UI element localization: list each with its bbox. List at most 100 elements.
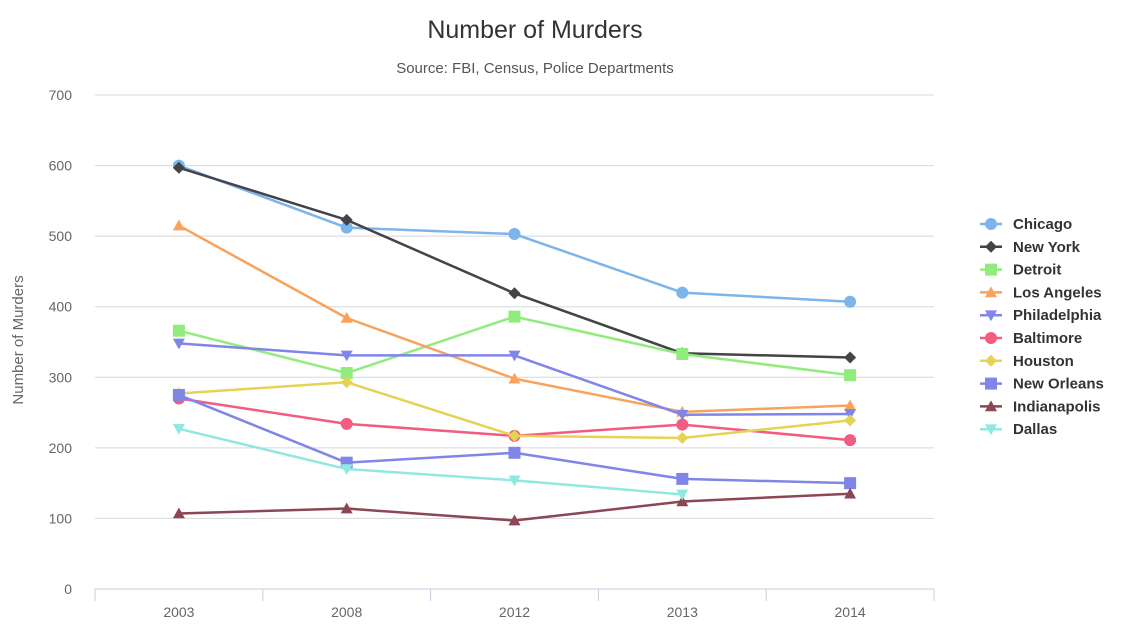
legend-label: New Orleans bbox=[1013, 376, 1104, 393]
data-point bbox=[340, 312, 353, 323]
legend-item-new-york: New York bbox=[980, 239, 1081, 256]
y-tick-label: 500 bbox=[49, 228, 73, 244]
series-line bbox=[177, 427, 684, 496]
data-point bbox=[508, 475, 521, 487]
data-point bbox=[844, 295, 857, 308]
y-tick-label: 200 bbox=[49, 440, 73, 456]
x-tick-label: 2008 bbox=[331, 604, 362, 620]
legend-item-detroit: Detroit bbox=[980, 262, 1061, 279]
series-dallas bbox=[172, 424, 689, 501]
data-point bbox=[172, 338, 185, 350]
data-point bbox=[985, 400, 997, 412]
data-point bbox=[844, 434, 857, 447]
gridlines: 0 100 200 300 400 500 600 700 bbox=[49, 87, 934, 597]
chart-title: Number of Murders bbox=[427, 16, 642, 44]
data-point bbox=[844, 414, 857, 427]
data-point bbox=[844, 351, 857, 364]
x-tick-label: 2012 bbox=[499, 604, 530, 620]
legend-item-indianapolis: Indianapolis bbox=[980, 398, 1101, 415]
data-point bbox=[985, 240, 997, 253]
series-chicago bbox=[172, 159, 857, 308]
data-point bbox=[676, 286, 689, 299]
legend-label: Chicago bbox=[1013, 216, 1072, 233]
legend: Chicago New York Detroit Los Angeles Philade… bbox=[980, 216, 1104, 438]
data-point bbox=[508, 372, 521, 384]
series-new-orleans bbox=[172, 388, 857, 490]
series-detroit bbox=[172, 310, 857, 382]
y-tick-label: 600 bbox=[49, 158, 73, 174]
chart-subtitle: Source: FBI, Census, Police Departments bbox=[396, 60, 674, 77]
data-point bbox=[844, 487, 857, 499]
data-point bbox=[844, 369, 857, 382]
y-tick-label: 100 bbox=[49, 510, 73, 526]
data-point bbox=[985, 218, 997, 230]
legend-label: Indianapolis bbox=[1013, 398, 1101, 415]
data-point bbox=[340, 213, 353, 226]
legend-label: Philadelphia bbox=[1013, 307, 1102, 324]
data-point bbox=[340, 367, 353, 380]
data-point bbox=[676, 418, 689, 431]
legend-label: Baltimore bbox=[1013, 330, 1082, 347]
data-point bbox=[508, 310, 521, 323]
data-point bbox=[676, 347, 689, 360]
data-point bbox=[985, 424, 997, 436]
data-point bbox=[340, 464, 353, 476]
series-lines bbox=[172, 159, 857, 526]
legend-label: Los Angeles bbox=[1013, 284, 1102, 301]
series-line bbox=[177, 315, 852, 377]
data-point bbox=[340, 417, 353, 430]
legend-label: Dallas bbox=[1013, 421, 1057, 438]
data-point bbox=[172, 507, 185, 519]
legend-item-dallas: Dallas bbox=[980, 421, 1057, 438]
data-point bbox=[508, 228, 521, 241]
y-tick-label: 0 bbox=[64, 581, 72, 597]
data-point bbox=[985, 354, 997, 367]
data-point bbox=[985, 286, 997, 298]
data-point bbox=[172, 324, 185, 337]
data-point bbox=[340, 502, 353, 514]
data-point bbox=[985, 377, 997, 390]
legend-label: Detroit bbox=[1013, 262, 1061, 279]
data-point bbox=[676, 495, 689, 507]
y-tick-label: 700 bbox=[49, 87, 73, 103]
y-axis-label: Number of Murders bbox=[10, 275, 27, 404]
legend-label: Houston bbox=[1013, 353, 1074, 370]
data-point bbox=[676, 489, 689, 501]
legend-label: New York bbox=[1013, 239, 1081, 256]
data-point bbox=[844, 399, 857, 411]
data-point bbox=[985, 310, 997, 322]
data-point bbox=[508, 446, 521, 459]
data-point bbox=[985, 332, 997, 344]
x-tick-label: 2003 bbox=[163, 604, 194, 620]
data-point bbox=[676, 409, 689, 421]
data-point bbox=[508, 287, 521, 300]
data-point bbox=[844, 477, 857, 490]
x-tick-label: 2013 bbox=[667, 604, 698, 620]
x-axis: 2003 2008 2012 2013 2014 bbox=[94, 588, 935, 620]
legend-item-houston: Houston bbox=[980, 353, 1074, 370]
data-point bbox=[172, 161, 185, 174]
legend-item-philadelphia: Philadelphia bbox=[980, 307, 1102, 324]
data-point bbox=[340, 376, 353, 389]
data-point bbox=[340, 221, 353, 234]
data-point bbox=[172, 219, 185, 231]
legend-item-new-orleans: New Orleans bbox=[980, 376, 1104, 393]
legend-item-baltimore: Baltimore bbox=[980, 330, 1082, 347]
data-point bbox=[172, 388, 185, 401]
legend-item-chicago: Chicago bbox=[980, 216, 1072, 233]
data-point bbox=[985, 263, 997, 276]
x-tick-label: 2014 bbox=[835, 604, 866, 620]
series-line bbox=[177, 166, 852, 359]
data-point bbox=[676, 472, 689, 485]
series-indianapolis bbox=[172, 487, 857, 526]
data-point bbox=[172, 424, 185, 435]
series-new-york bbox=[172, 161, 857, 364]
y-tick-label: 300 bbox=[49, 369, 73, 385]
data-point bbox=[676, 431, 689, 444]
y-tick-label: 400 bbox=[49, 299, 73, 315]
data-point bbox=[340, 350, 353, 362]
legend-item-los-angeles: Los Angeles bbox=[980, 284, 1102, 301]
series-philadelphia bbox=[172, 338, 857, 421]
